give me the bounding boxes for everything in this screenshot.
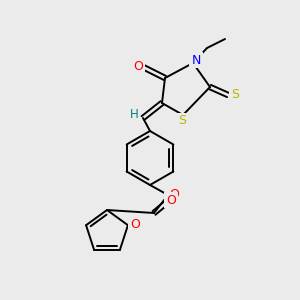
Text: S: S bbox=[231, 88, 239, 100]
Text: O: O bbox=[166, 194, 176, 206]
Text: O: O bbox=[169, 188, 179, 202]
Text: O: O bbox=[133, 59, 143, 73]
Text: N: N bbox=[191, 53, 201, 67]
Text: H: H bbox=[130, 109, 138, 122]
Text: S: S bbox=[178, 115, 186, 128]
Text: O: O bbox=[130, 218, 140, 231]
